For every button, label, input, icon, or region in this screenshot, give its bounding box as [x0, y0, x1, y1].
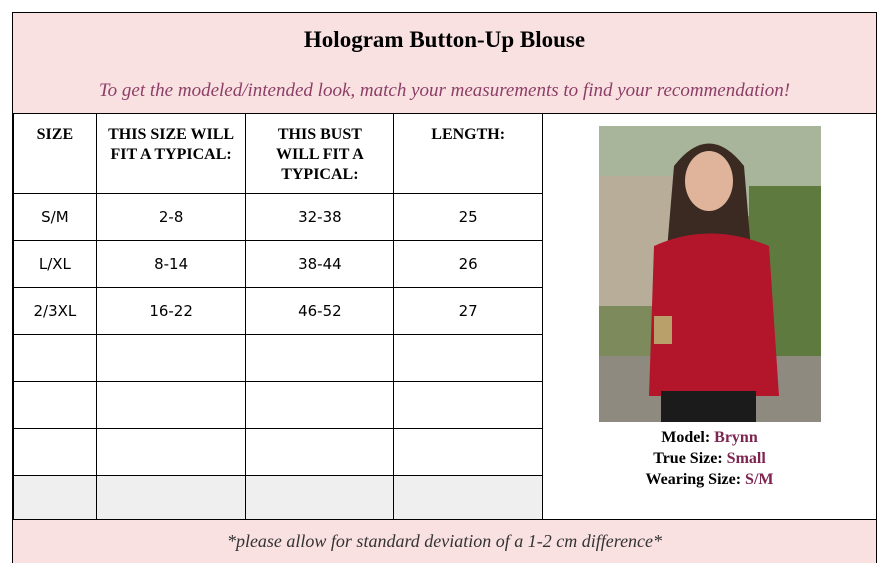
- cell: [13, 428, 97, 476]
- cell: 46-52: [245, 287, 395, 335]
- wearing-size-label: Wearing Size:: [645, 471, 742, 488]
- cell: 27: [393, 287, 543, 335]
- table-row: S/M 2-8 32-38 25: [13, 193, 543, 241]
- true-size-label: True Size:: [653, 450, 723, 467]
- table-row: [13, 334, 543, 382]
- table-row: [13, 475, 543, 523]
- cell: 25: [393, 193, 543, 241]
- col-header: LENGTH:: [393, 113, 543, 194]
- cell: 26: [393, 240, 543, 288]
- col-header: THIS BUST WILL FIT A TYPICAL:: [245, 113, 395, 194]
- cell: L/XL: [13, 240, 97, 288]
- cell: 38-44: [245, 240, 395, 288]
- cell: [13, 334, 97, 382]
- cell: S/M: [13, 193, 97, 241]
- cell: [245, 381, 395, 429]
- cell: [245, 475, 395, 523]
- model-label: Model:: [661, 429, 711, 446]
- cell: [95, 428, 247, 476]
- table-header-row: SIZE THIS SIZE WILL FIT A TYPICAL: THIS …: [13, 113, 543, 194]
- cell: 16-22: [95, 287, 247, 335]
- cell: [393, 334, 543, 382]
- size-chart: Hologram Button-Up Blouse To get the mod…: [12, 12, 877, 563]
- cell: [393, 475, 543, 523]
- footer-note: *please allow for standard deviation of …: [13, 519, 876, 563]
- cell: 32-38: [245, 193, 395, 241]
- cell: [95, 334, 247, 382]
- cell: 8-14: [95, 240, 247, 288]
- model-info: Model: Brynn True Size: Small Wearing Si…: [543, 427, 876, 490]
- size-table: SIZE THIS SIZE WILL FIT A TYPICAL: THIS …: [13, 113, 543, 523]
- col-header: THIS SIZE WILL FIT A TYPICAL:: [95, 113, 247, 194]
- col-header: SIZE: [13, 113, 97, 194]
- model-photo: [599, 126, 821, 422]
- cell: [95, 475, 247, 523]
- cell: [13, 381, 97, 429]
- table-row: L/XL 8-14 38-44 26: [13, 240, 543, 288]
- cell: [245, 428, 395, 476]
- table-row: [13, 381, 543, 429]
- cell: [95, 381, 247, 429]
- cell: [245, 334, 395, 382]
- cell: 2-8: [95, 193, 247, 241]
- cell: [13, 475, 97, 523]
- subtitle: To get the modeled/intended look, match …: [98, 80, 791, 101]
- table-row: 2/3XL 16-22 46-52 27: [13, 287, 543, 335]
- cell: [393, 381, 543, 429]
- wearing-size-value: S/M: [745, 471, 774, 488]
- page-title: Hologram Button-Up Blouse: [303, 27, 586, 52]
- table-row: [13, 428, 543, 476]
- model-name: Brynn: [714, 429, 758, 446]
- cell: [393, 428, 543, 476]
- cell: 2/3XL: [13, 287, 97, 335]
- true-size-value: Small: [726, 450, 766, 467]
- header: Hologram Button-Up Blouse To get the mod…: [13, 13, 876, 114]
